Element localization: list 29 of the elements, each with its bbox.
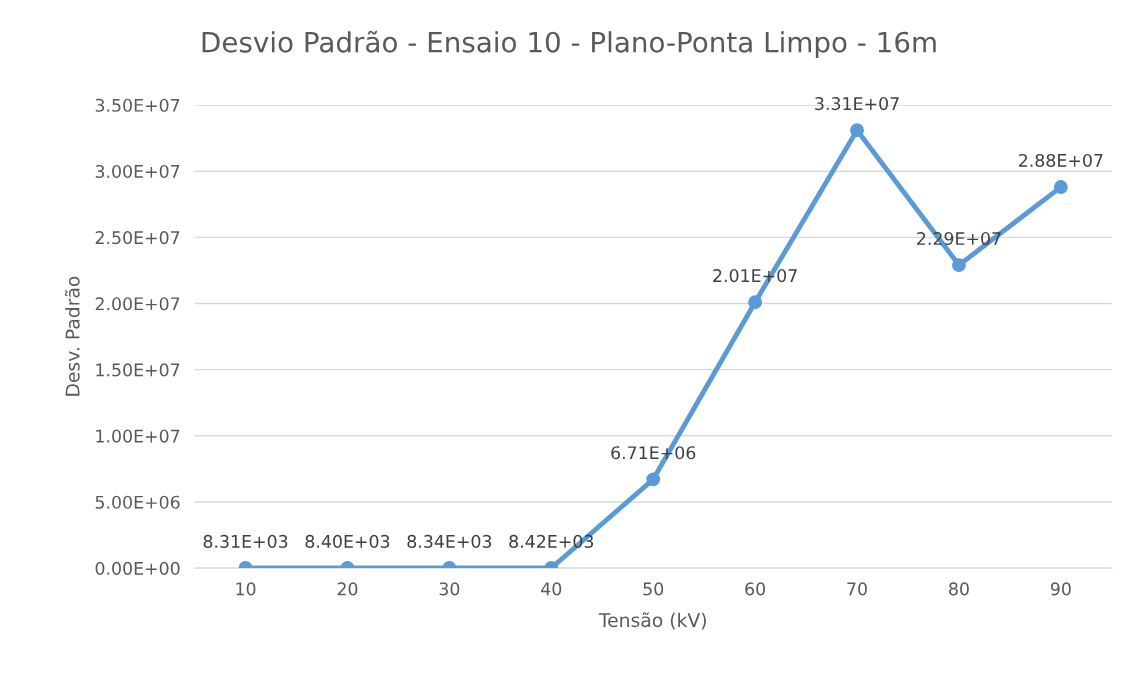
y-tick-label: 3.50E+07 [95, 98, 180, 112]
x-axis-title: Tensão (kV) [598, 612, 706, 630]
x-tick-label: 50 [643, 582, 664, 596]
x-tick-label: 20 [337, 582, 358, 596]
data-label: 8.31E+03 [203, 534, 288, 548]
data-label: 3.31E+07 [815, 97, 899, 111]
y-tick-label: 2.00E+07 [95, 297, 180, 311]
point [748, 295, 763, 310]
x-tick-label: 40 [541, 582, 562, 596]
data-label: 2.88E+07 [1019, 153, 1103, 168]
point [850, 123, 864, 138]
y-tick-label: 0.00E+00 [95, 561, 180, 575]
point [952, 258, 966, 273]
data-label: 8.34E+03 [407, 534, 492, 548]
y-tick-label: 1.50E+07 [96, 363, 180, 377]
x-tick-label: 10 [236, 582, 256, 596]
y-tick-label: 2.50E+07 [95, 231, 180, 245]
x-tick-label: 90 [1050, 582, 1071, 596]
chart-title: Desvio Padrão - Ensaio 10 - Plano-Ponta Limpo - 16m [202, 30, 936, 59]
x-tick-label: 70 [847, 582, 867, 596]
data-label: 8.40E+03 [305, 534, 390, 548]
y-axis-title: Desv. Padrão [64, 276, 80, 396]
x-tick-label: 60 [745, 582, 766, 596]
x-tick-label: 80 [949, 582, 969, 596]
point [1053, 180, 1068, 195]
y-tick-label: 5.00E+06 [95, 495, 180, 509]
y-tick-label: 3.00E+07 [95, 164, 180, 179]
y-tick-label: 1.00E+07 [96, 429, 180, 443]
x-tick-label: 30 [439, 582, 460, 596]
